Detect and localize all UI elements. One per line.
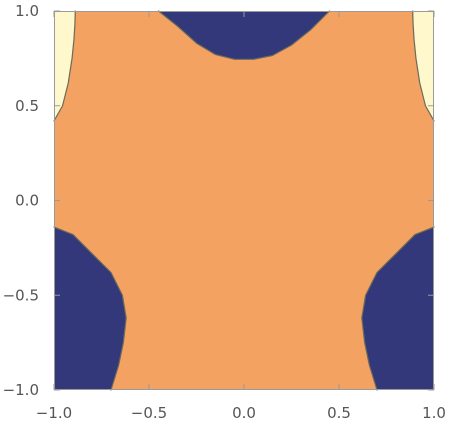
y-tick-label: 0.0	[15, 192, 39, 210]
x-tick-label: 1.0	[422, 404, 446, 422]
y-tick-label: −0.5	[3, 286, 39, 304]
y-tick-label: 1.0	[15, 2, 39, 20]
contour-region-high-2	[412, 11, 434, 121]
contour-line-1	[53, 10, 76, 122]
x-tick-label: 0.5	[327, 404, 351, 422]
x-tick-label: −0.5	[131, 404, 167, 422]
contour-region-high-1	[54, 11, 76, 121]
y-tick-label: −1.0	[3, 381, 39, 399]
x-tick-label: −1.0	[36, 404, 72, 422]
contour-line-2	[412, 10, 435, 122]
contour-region-low-3	[54, 227, 127, 390]
y-tick-label: 0.5	[15, 97, 39, 115]
contour-line-0	[157, 10, 331, 60]
contour-line-3	[53, 226, 127, 391]
x-tick-label: 0.0	[232, 404, 256, 422]
contour-line-4	[361, 226, 435, 391]
contour-region-low-4	[361, 227, 434, 390]
